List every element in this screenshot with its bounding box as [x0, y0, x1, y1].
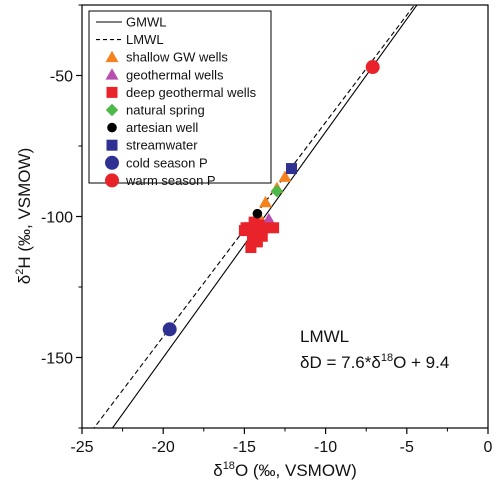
x-tick-label: -20: [152, 439, 175, 456]
legend-swatch-warm-season-p: [105, 173, 119, 188]
legend-swatch-natural-spring: [105, 103, 119, 117]
deep-geothermal-wells-point-11: [245, 242, 257, 254]
legend-swatch-geothermal-wells: [105, 68, 119, 80]
deep-geothermal-wells-point-12: [238, 225, 250, 237]
legend-label-warm-season-p: warm season P: [125, 173, 216, 188]
legend-swatch-deep-geothermal-wells: [106, 86, 118, 98]
legend-label-gmwl: GMWL: [126, 15, 166, 30]
warm-season-p-point-1: [365, 60, 380, 75]
x-tick-label: -15: [233, 439, 256, 456]
y-tick-label: -100: [41, 210, 73, 227]
geothermal-wells-point-1: [262, 212, 276, 225]
legend-label-cold-season-p: cold season P: [126, 155, 208, 170]
annotation-title: LMWL: [300, 327, 349, 346]
x-tick-label: 0: [484, 439, 493, 456]
artesian-well-point-1: [252, 208, 263, 219]
legend-label-artesian-well: artesian well: [126, 120, 198, 135]
natural-spring-point-1: [270, 184, 284, 198]
data-points: [162, 60, 380, 337]
legend-swatch-streamwater: [106, 139, 118, 151]
x-tick-label: -25: [70, 439, 93, 456]
legend-label-streamwater: streamwater: [126, 138, 198, 153]
shallow-gw-wells-point-1: [278, 170, 292, 182]
legend: GMWL LMWL shallow GW wells geothermal wells…: [88, 10, 272, 188]
legend-swatch-artesian-well: [107, 122, 117, 133]
gmwl-line: [111, 5, 418, 428]
y-tick-label: -50: [50, 69, 73, 86]
deep-geothermal-wells-point-6: [268, 222, 280, 234]
deep-geothermal-wells-point-5: [258, 222, 270, 234]
x-axis: -25 -20 -15 -10 -5 0: [70, 428, 493, 456]
legend-label-shallow-gw-wells: shallow GW wells: [126, 50, 228, 65]
annotation-equation: δD = 7.6*δ18O + 9.4: [300, 352, 449, 372]
legend-label-natural-spring: natural spring: [126, 103, 205, 118]
x-tick-label: -10: [314, 439, 337, 456]
legend-label-deep-geothermal-wells: deep geothermal wells: [126, 85, 257, 100]
legend-swatch-shallow-gw-wells: [105, 50, 119, 63]
deep-geothermal-wells-point-8: [256, 230, 268, 242]
legend-swatch-cold-season-p: [105, 155, 119, 170]
deep-geothermal-wells-point-10: [251, 236, 263, 248]
streamwater-point-1: [285, 163, 297, 175]
shallow-gw-wells-point-3: [259, 195, 273, 208]
y-axis: -150 -100 -50: [41, 4, 82, 429]
y-tick-label: -150: [41, 351, 73, 368]
deep-geothermal-wells-point-7: [250, 227, 262, 239]
legend-label-geothermal-wells: geothermal wells: [126, 67, 224, 82]
x-tick-label: -5: [400, 439, 414, 456]
cold-season-p-point-1: [162, 322, 177, 337]
legend-label-lmwl: LMWL: [126, 32, 164, 47]
x-axis-title: δ18O (‰, VSMOW): [213, 460, 357, 480]
y-axis-title: δ2H (‰, VSMOW): [14, 148, 34, 284]
